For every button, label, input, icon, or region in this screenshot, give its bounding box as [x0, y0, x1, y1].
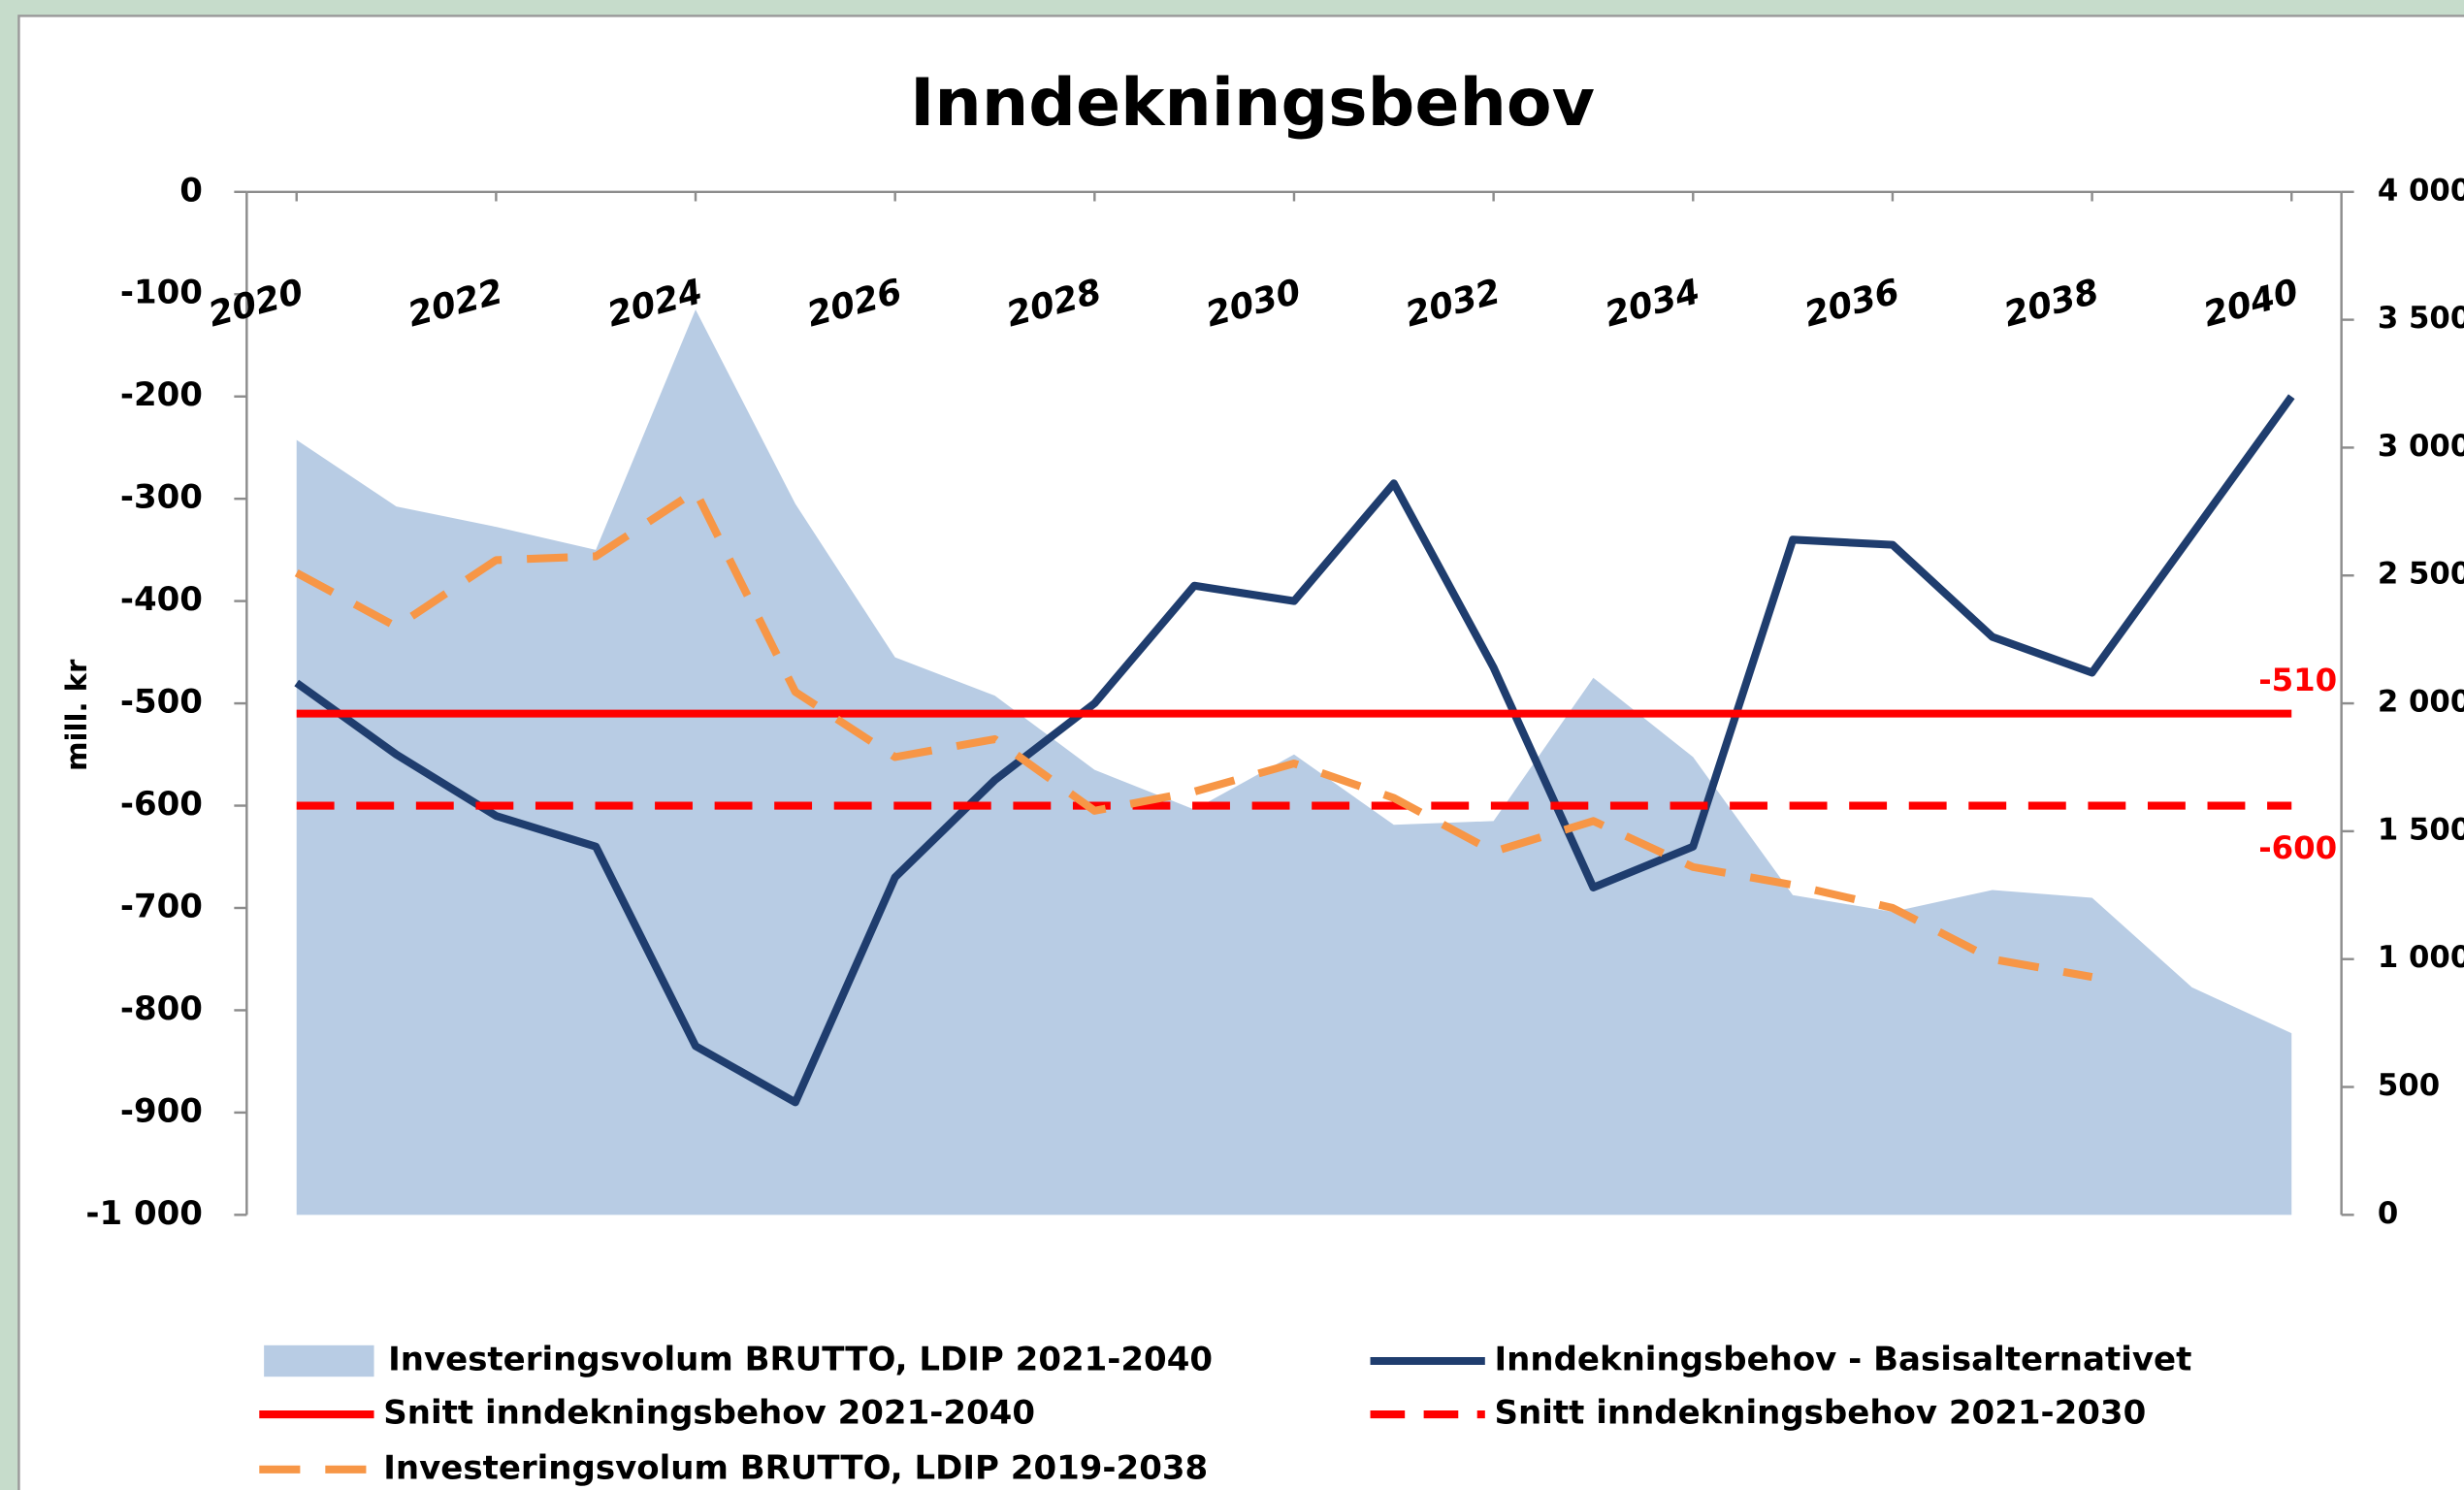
data-label: -600	[2258, 829, 2337, 866]
y-axis-label: mill. kr	[60, 659, 93, 771]
y-tick-label: 0	[179, 171, 203, 210]
y-tick-label: -1 000	[85, 1194, 203, 1233]
y-tick-label: -900	[120, 1091, 203, 1130]
line	[294, 394, 2295, 1107]
chart-title: Inndekningsbehov	[910, 65, 1595, 142]
legend-label: Investeringsvolum BRUTTO, LDIP 2019-2038	[383, 1448, 1208, 1487]
dashed-line	[294, 487, 2093, 982]
y2-tick-label: 3 000	[2378, 429, 2464, 464]
y-tick-label: -100	[120, 274, 203, 312]
y-tick-label: -500	[120, 683, 203, 722]
y-tick-label: -600	[120, 785, 203, 824]
y-tick-label: -200	[120, 375, 203, 414]
legend-label: Snitt inndekningsbehov 2021-2040	[383, 1394, 1035, 1433]
y2-tick-label: 0	[2378, 1196, 2398, 1231]
y2-tick-label: 2 000	[2378, 685, 2464, 720]
y-tick-label: -400	[120, 580, 203, 619]
y2-tick-label: 500	[2378, 1068, 2440, 1103]
y2-tick-label: 1 500	[2378, 812, 2464, 847]
legend-swatch	[264, 1344, 374, 1377]
y2-tick-label: 3 500	[2378, 301, 2464, 336]
y2-tick-label: 4 000	[2378, 173, 2464, 208]
y2-tick-label: 1 000	[2378, 940, 2464, 975]
y-tick-label: -700	[120, 887, 203, 925]
data-label: -510	[2258, 662, 2337, 698]
legend-label: Snitt inndekningsbehov 2021-2030	[1495, 1394, 2147, 1433]
legend-label: Inndekningsbehov - Basisalternativet	[1495, 1341, 2192, 1379]
y-tick-label: -800	[120, 989, 203, 1028]
y2-tick-label: 2 500	[2378, 557, 2464, 592]
y-tick-label: -300	[120, 478, 203, 517]
legend-label: Investeringsvolum BRUTTO, LDIP 2021-2040	[388, 1341, 1213, 1379]
